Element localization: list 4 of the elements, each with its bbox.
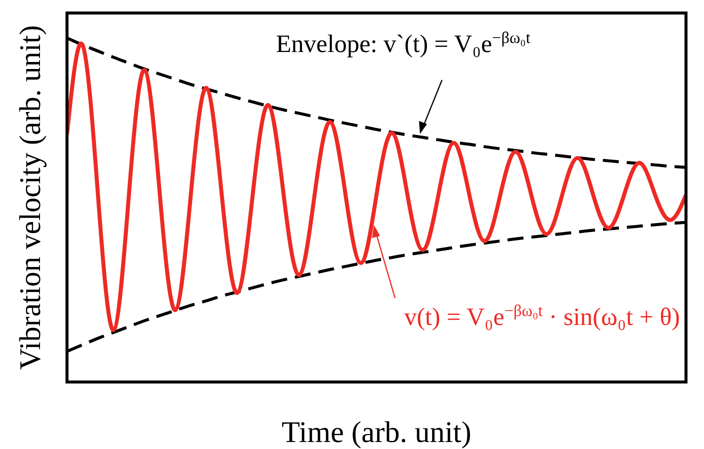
annotation: Envelope: v`(t) = V₀e$^{−βω₀t}$	[276, 29, 531, 58]
annotation: v(t) = V₀e$^{−βω₀t}$ · sin(ω₀t + θ)	[404, 302, 680, 331]
x-axis-title: Time (arb. unit)	[282, 416, 472, 449]
y-axis-title: Vibration velocity (arb. unit)	[14, 25, 47, 370]
